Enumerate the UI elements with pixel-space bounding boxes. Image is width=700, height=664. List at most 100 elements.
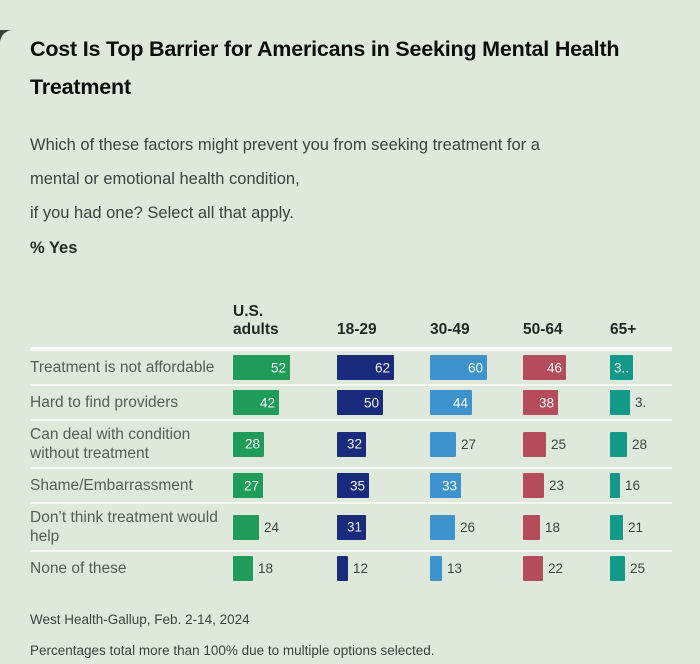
bar-value-label: 12 [353, 561, 369, 576]
bar-value-label: 62 [374, 360, 390, 375]
bar-cell: 16 [610, 473, 672, 498]
bar-value-label: 24 [264, 519, 280, 535]
bar-value-label: 60 [467, 360, 483, 375]
bar-value-label: 42 [259, 395, 275, 410]
bar-value-label: 25 [630, 561, 646, 576]
bar-value-label: 35 [349, 478, 365, 493]
bar-value-label: 28 [632, 436, 648, 452]
bar: 32 [337, 431, 366, 457]
bar: 38 [523, 390, 558, 415]
bar [233, 556, 253, 581]
bar-value-label: 18 [258, 561, 274, 576]
row-label: Can deal with condition without treatmen… [30, 426, 191, 462]
bar-value-label: 21 [628, 519, 644, 535]
chart-title-line2: Treatment [30, 75, 131, 99]
survey-question-line1: Which of these factors might prevent you… [30, 136, 540, 154]
bar: 28 [233, 431, 264, 457]
bar [610, 473, 620, 498]
table-row: Don’t think treatment would help 24 31 2… [30, 502, 672, 550]
bar: 62 [337, 355, 394, 380]
bar: 42 [233, 390, 279, 415]
bar-value-label: 3. [635, 395, 647, 410]
bar-cell: 35 [337, 473, 430, 498]
bar-value-label: 52 [270, 360, 286, 375]
bar-cell: 24 [233, 514, 337, 540]
bar [233, 514, 259, 540]
bar-cell: 50 [337, 390, 430, 415]
barchart-table: U.S. adults 18-29 30-49 50-64 65+ Treatm… [30, 303, 672, 585]
bar-cell: 60 [430, 355, 523, 380]
bar-value-label: 31 [346, 519, 362, 535]
row-label: Don’t think treatment would help [30, 509, 218, 545]
bar [430, 556, 442, 581]
table-row: Hard to find providers 42 50 44 38 3. [30, 384, 672, 419]
bar [523, 473, 544, 498]
bar [610, 556, 625, 581]
bar-cell: 25 [523, 431, 610, 457]
bar [610, 390, 630, 415]
bar-value-label: 38 [538, 395, 554, 410]
bar-cell: 32 [337, 431, 430, 457]
bar [610, 514, 623, 540]
bar-cell: 26 [430, 514, 523, 540]
bar: 46 [523, 355, 566, 380]
bar-cell: 46 [523, 355, 610, 380]
bar-value-label: 23 [549, 478, 565, 493]
bar-value-label: 27 [461, 436, 477, 452]
bar-value-label: 25 [551, 436, 567, 452]
bar: 50 [337, 390, 383, 415]
bar: 52 [233, 355, 290, 380]
percent-yes-label: % Yes [30, 239, 78, 257]
bar: 33 [430, 473, 461, 498]
bar-cell: 27 [233, 473, 337, 498]
bar-cell: 62 [337, 355, 430, 380]
bar-cell: 21 [610, 514, 672, 540]
bar-cell: 25 [610, 556, 672, 581]
footnote: Percentages total more than 100% due to … [30, 643, 435, 658]
bar: 27 [233, 473, 263, 498]
bar [430, 514, 455, 540]
bar-value-label: 28 [244, 436, 260, 452]
bar-value-label: 32 [346, 436, 362, 452]
bar-cell: 52 [233, 355, 337, 380]
chart-footer: West Health-Gallup, Feb. 2-14, 2024 Perc… [30, 611, 670, 660]
bar: 60 [430, 355, 487, 380]
table-row: Shame/Embarrassment 27 35 33 23 16 [30, 467, 672, 502]
bar: 35 [337, 473, 369, 498]
bar-value-label: 18 [545, 519, 561, 535]
bar-value-label: 3.. [613, 360, 629, 375]
chart-title: Cost Is Top Barrier for Americans in See… [30, 30, 670, 106]
bar-cell: 13 [430, 556, 523, 581]
table-row: Can deal with condition without treatmen… [30, 419, 672, 467]
bar-value-label: 13 [447, 561, 463, 576]
column-header-18-29: 18-29 [337, 321, 377, 338]
row-label: Hard to find providers [30, 394, 179, 411]
row-label: Treatment is not affordable [30, 359, 215, 376]
bar [523, 514, 540, 540]
survey-question: Which of these factors might prevent you… [30, 128, 670, 230]
bar-cell: 23 [523, 473, 610, 498]
chart-title-line1: Cost Is Top Barrier for Americans in See… [30, 37, 620, 61]
bar-cell: 28 [610, 431, 672, 457]
bar-cell: 42 [233, 390, 337, 415]
bar-cell: 31 [337, 514, 430, 540]
row-label: Shame/Embarrassment [30, 477, 193, 494]
bar: 44 [430, 390, 472, 415]
column-header-row: U.S. adults 18-29 30-49 50-64 65+ [30, 303, 672, 349]
bar-cell: 12 [337, 556, 430, 581]
bar-cell: 28 [233, 431, 337, 457]
bar-cell: 33 [430, 473, 523, 498]
bar-cell: 38 [523, 390, 610, 415]
bar-value-label: 26 [460, 519, 476, 535]
bar [337, 556, 348, 581]
bar: 31 [337, 514, 366, 540]
column-header-50-64: 50-64 [523, 321, 563, 338]
bar-value-label: 44 [452, 395, 468, 410]
bar-cell: 3. [610, 390, 672, 415]
bar [523, 431, 546, 457]
bar: 3.. [610, 355, 633, 380]
row-label: None of these [30, 560, 127, 577]
table-row: Treatment is not affordable 52 62 60 46 … [30, 349, 672, 384]
bar-value-label: 46 [546, 360, 562, 375]
column-header-65-plus: 65+ [610, 321, 637, 338]
